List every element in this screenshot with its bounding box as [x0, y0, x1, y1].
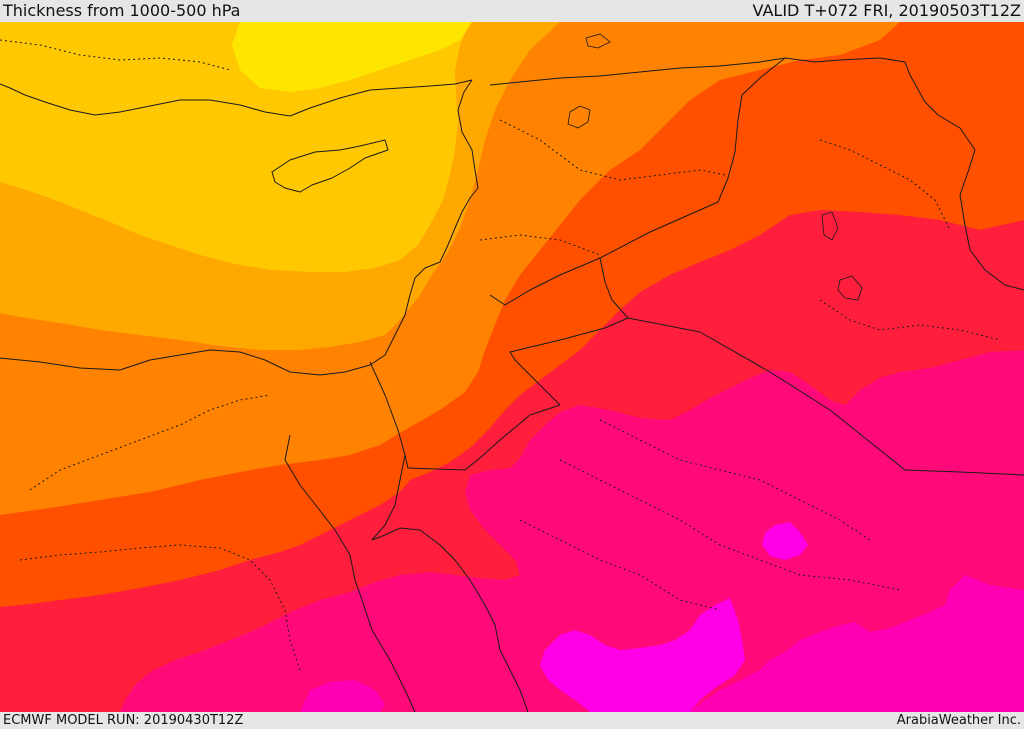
coastline-sinai [284, 434, 416, 712]
coastlines [0, 57, 1024, 712]
coastline-north-africa [0, 261, 441, 376]
thickness-band-yellow [232, 22, 472, 92]
thickness-band-yellow-orange [0, 22, 470, 272]
island-cyprus [271, 139, 389, 193]
coastline-red-sea-east [371, 454, 529, 712]
province-boundary [479, 234, 601, 256]
footer-bar: ECMWF MODEL RUN: 20190430T12Z ArabiaWeat… [0, 712, 1024, 729]
model-run: ECMWF MODEL RUN: 20190430T12Z [3, 713, 244, 728]
coastline-anatolia [0, 79, 473, 117]
province-boundary [819, 139, 951, 231]
thickness-band-magenta-southwest [300, 680, 385, 712]
internal-borders [0, 39, 1001, 671]
border-iraq-syria-north [599, 57, 1024, 291]
lake [585, 33, 611, 49]
thickness-map [0, 22, 1024, 712]
border-egypt-east [369, 317, 629, 471]
thickness-band-magenta-west [540, 598, 745, 712]
credit-label: ArabiaWeather Inc. [896, 713, 1021, 728]
province-boundary [19, 544, 301, 671]
province-boundary [559, 459, 901, 591]
coastline-levant [439, 79, 479, 263]
province-boundary [519, 519, 721, 611]
border-saudi-north [627, 317, 1024, 476]
province-boundary [599, 419, 871, 541]
header-bar: Thickness from 1000-500 hPa VALID T+072 … [0, 0, 1024, 22]
border-syria-iraq [489, 257, 629, 319]
thickness-band-pink [120, 350, 1024, 712]
province-boundary [499, 119, 726, 181]
thickness-band-magenta [690, 575, 1024, 712]
thickness-band-magenta-spot [762, 522, 808, 560]
valid-time: VALID T+072 FRI, 20190503T12Z [752, 1, 1021, 20]
map-title: Thickness from 1000-500 hPa [3, 1, 241, 20]
map-area [0, 22, 1024, 712]
province-boundary [0, 39, 231, 71]
lake [567, 105, 591, 129]
lake [837, 275, 863, 301]
lakes [567, 33, 863, 301]
lake [821, 211, 839, 241]
province-boundary [819, 299, 1001, 341]
border-turkey-syria [489, 57, 786, 86]
